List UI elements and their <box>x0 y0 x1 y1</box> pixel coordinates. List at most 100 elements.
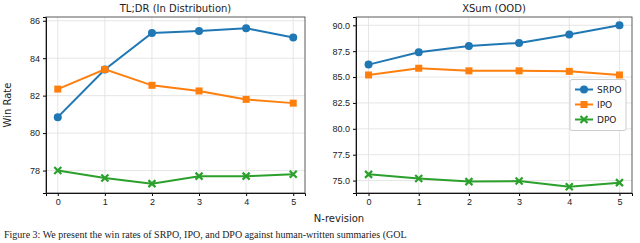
tick: 5 <box>617 193 622 207</box>
tick-mark <box>152 193 153 196</box>
x-axis: 0 1 2 3 4 5 <box>357 193 633 207</box>
legend-label: IPO <box>597 100 612 110</box>
grid-line <box>46 20 305 21</box>
marker <box>54 167 61 174</box>
tick-label: 75.0 <box>332 176 350 186</box>
tick-label: 82.5 <box>332 98 350 108</box>
marker <box>415 48 423 56</box>
tick: 77.5 <box>332 150 356 160</box>
tick-mark <box>43 133 46 134</box>
grid-line <box>356 77 632 78</box>
grid-line <box>57 17 58 193</box>
marker <box>195 27 203 35</box>
chart: 0123457880828486TL;DR (In Distribution)W… <box>2 3 306 207</box>
marker <box>566 68 573 75</box>
grid-line <box>246 17 247 193</box>
tick-label: 84 <box>30 54 40 64</box>
marker <box>54 113 62 121</box>
tick-mark <box>353 103 356 104</box>
tick-mark <box>199 193 200 196</box>
tick: 90.0 <box>332 21 356 31</box>
series-line <box>369 174 620 186</box>
tick-label: 1 <box>417 197 422 207</box>
tick: 84 <box>30 54 46 64</box>
marker <box>148 29 156 37</box>
marker <box>148 82 155 89</box>
marker <box>101 65 109 73</box>
tick-label: 77.5 <box>332 150 350 160</box>
grid-line <box>104 17 105 193</box>
plot-frame <box>356 17 632 193</box>
tick-label: 3 <box>517 197 522 207</box>
grid-line <box>356 25 632 26</box>
tick: 1 <box>417 193 422 207</box>
tick-label: 2 <box>150 197 155 207</box>
legend-label: DPO <box>597 115 616 125</box>
marker <box>54 86 61 93</box>
marker <box>290 171 297 178</box>
tick-label: 3 <box>197 197 202 207</box>
grid-line <box>46 170 305 171</box>
marker <box>365 61 373 69</box>
marker <box>516 67 523 74</box>
tick: 80.0 <box>332 124 356 134</box>
plot-frame <box>46 17 305 193</box>
tick-label: 0 <box>367 197 372 207</box>
tick-label: 87.5 <box>332 47 350 57</box>
caption: Figure 3: We present the win rates of SR… <box>4 229 407 241</box>
tick-label: 5 <box>617 197 622 207</box>
tick-label: 2 <box>467 197 472 207</box>
tick: 80 <box>30 128 46 138</box>
grid-line <box>356 154 632 155</box>
marker <box>465 178 472 185</box>
tick-mark <box>353 181 356 182</box>
marker <box>616 71 623 78</box>
tick: 3 <box>197 193 202 207</box>
plot-area <box>365 21 624 190</box>
plot-area <box>54 24 297 187</box>
tick-label: 5 <box>291 197 296 207</box>
y-axis-title: Win Rate <box>2 83 13 128</box>
grid-line <box>368 17 369 193</box>
marker <box>196 173 203 180</box>
series-line <box>58 28 293 117</box>
tick-label: 4 <box>244 197 249 207</box>
marker <box>615 21 623 29</box>
series-line <box>58 69 293 103</box>
tick-mark <box>43 58 46 59</box>
marker <box>196 87 203 94</box>
marker <box>616 179 623 186</box>
marker <box>415 175 422 182</box>
tick: 2 <box>150 193 155 207</box>
series-line <box>369 68 620 75</box>
tick-mark <box>43 96 46 97</box>
marker <box>101 66 108 73</box>
tick-label: 90.0 <box>332 21 350 31</box>
tick-mark <box>469 193 470 196</box>
series-line <box>369 25 620 64</box>
legend-box <box>570 80 626 131</box>
grid-line <box>151 17 152 193</box>
marker <box>365 71 372 78</box>
axis-line <box>357 194 633 197</box>
tick: 5 <box>291 193 296 207</box>
tick-mark <box>619 193 620 196</box>
marker <box>566 183 573 190</box>
tick-mark <box>353 25 356 26</box>
tick-label: 80.0 <box>332 124 350 134</box>
marker <box>101 175 108 182</box>
marker <box>465 67 472 74</box>
marker <box>243 96 250 103</box>
tick-label: 0 <box>56 197 61 207</box>
x-axis: 0 1 2 3 4 5 <box>47 193 306 207</box>
tick: 87.5 <box>332 47 356 57</box>
tick-label: 4 <box>567 197 572 207</box>
marker <box>289 34 297 42</box>
tick-mark <box>293 193 294 196</box>
marker <box>415 65 422 72</box>
legend: SRPOIPODPO <box>570 80 626 131</box>
tick: 1 <box>103 193 108 207</box>
tick: 4 <box>567 193 572 207</box>
tick-label: 80 <box>30 128 40 138</box>
tick-mark <box>519 193 520 196</box>
